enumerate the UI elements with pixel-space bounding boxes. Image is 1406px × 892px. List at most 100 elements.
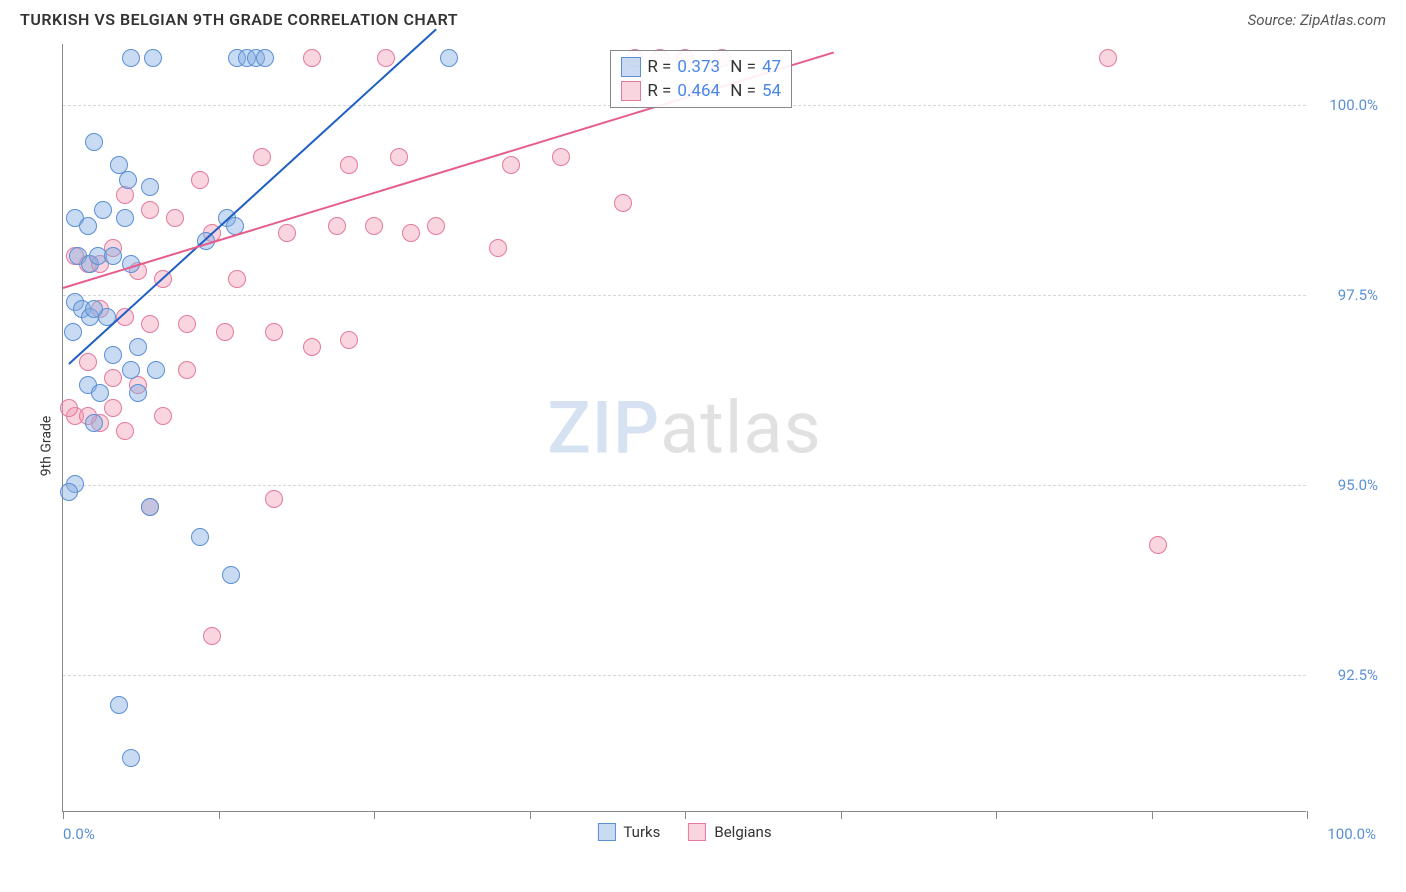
belgians-point <box>228 270 246 288</box>
turks-point <box>256 49 274 67</box>
turks-point <box>141 498 159 516</box>
turks-point <box>122 361 140 379</box>
turks-point <box>119 171 137 189</box>
belgians-point <box>489 239 507 257</box>
turks-point <box>440 49 458 67</box>
r-value: 0.373 <box>677 57 720 77</box>
turks-point <box>122 749 140 767</box>
belgians-point <box>1099 49 1117 67</box>
belgians-point <box>1149 536 1167 554</box>
turks-point <box>85 133 103 151</box>
turks-point <box>147 361 165 379</box>
gridline <box>63 485 1306 486</box>
x-tick <box>1152 811 1153 819</box>
series-legend: Turks Belgians <box>597 823 771 841</box>
belgians-point <box>166 209 184 227</box>
belgians-point <box>340 331 358 349</box>
y-tick-label: 100.0% <box>1314 96 1378 114</box>
n-label: N = <box>726 81 756 101</box>
turks-point <box>91 384 109 402</box>
belgians-point <box>390 148 408 166</box>
x-axis-max-label: 100.0% <box>1327 825 1376 843</box>
x-axis-min-label: 0.0% <box>63 825 95 843</box>
turks-point <box>129 384 147 402</box>
belgians-point <box>104 369 122 387</box>
legend-row-turks: R = 0.373 N = 47 <box>621 55 781 79</box>
x-tick <box>1307 811 1308 819</box>
belgians-point <box>278 224 296 242</box>
turks-point <box>79 217 97 235</box>
x-tick <box>996 811 997 819</box>
x-tick <box>374 811 375 819</box>
r-value: 0.464 <box>677 81 720 101</box>
turks-point <box>104 346 122 364</box>
belgians-point <box>79 353 97 371</box>
belgians-point <box>141 315 159 333</box>
legend-item-turks: Turks <box>597 823 660 841</box>
gridline <box>63 675 1306 676</box>
belgians-point <box>154 407 172 425</box>
belgians-point <box>116 186 134 204</box>
belgians-point <box>104 399 122 417</box>
turks-point <box>191 528 209 546</box>
turks-point <box>222 566 240 584</box>
x-tick <box>219 811 220 819</box>
belgians-point <box>328 217 346 235</box>
belgians-point <box>191 171 209 189</box>
belgians-point <box>203 627 221 645</box>
turks-point <box>116 209 134 227</box>
belgians-point <box>340 156 358 174</box>
belgians-point <box>265 323 283 341</box>
turks-point <box>85 300 103 318</box>
x-tick <box>530 811 531 819</box>
belgians-swatch <box>621 81 641 101</box>
n-label: N = <box>726 57 756 77</box>
turks-point <box>141 178 159 196</box>
belgians-point <box>265 490 283 508</box>
x-tick <box>841 811 842 819</box>
turks-point <box>104 247 122 265</box>
belgians-point <box>216 323 234 341</box>
x-tick <box>63 811 64 819</box>
belgians-point <box>377 49 395 67</box>
turks-point <box>94 201 112 219</box>
n-value: 47 <box>762 57 781 77</box>
chart-title: TURKISH VS BELGIAN 9TH GRADE CORRELATION… <box>20 10 458 29</box>
y-tick-label: 97.5% <box>1314 286 1378 304</box>
belgians-point <box>427 217 445 235</box>
correlation-legend: R = 0.373 N = 47 R = 0.464 N = 54 <box>610 50 792 108</box>
turks-point <box>144 49 162 67</box>
belgians-point <box>253 148 271 166</box>
legend-item-belgians: Belgians <box>688 823 771 841</box>
y-axis-label: 9th Grade <box>38 416 54 477</box>
n-value: 54 <box>762 81 781 101</box>
turks-swatch <box>621 57 641 77</box>
belgians-point <box>60 399 78 417</box>
r-label: R = <box>647 57 671 77</box>
turks-point <box>60 483 78 501</box>
belgians-point <box>116 422 134 440</box>
turks-point <box>129 338 147 356</box>
r-label: R = <box>647 81 671 101</box>
x-tick <box>685 811 686 819</box>
turks-point <box>85 414 103 432</box>
source-label: Source: ZipAtlas.com <box>1248 11 1386 29</box>
y-tick-label: 95.0% <box>1314 476 1378 494</box>
belgians-point <box>502 156 520 174</box>
y-tick-label: 92.5% <box>1314 666 1378 684</box>
belgians-point <box>365 217 383 235</box>
gridline <box>63 295 1306 296</box>
chart-area: 9th Grade ZIPatlas 92.5%95.0%97.5%100.0%… <box>20 44 1386 848</box>
belgians-point <box>552 148 570 166</box>
turks-point <box>64 323 82 341</box>
legend-label: Turks <box>623 823 660 841</box>
turks-point <box>122 49 140 67</box>
legend-label: Belgians <box>714 823 771 841</box>
belgians-swatch <box>688 823 706 841</box>
belgians-point <box>402 224 420 242</box>
turks-swatch <box>597 823 615 841</box>
turks-point <box>110 696 128 714</box>
legend-row-belgians: R = 0.464 N = 54 <box>621 79 781 103</box>
belgians-point <box>303 338 321 356</box>
belgians-point <box>614 194 632 212</box>
